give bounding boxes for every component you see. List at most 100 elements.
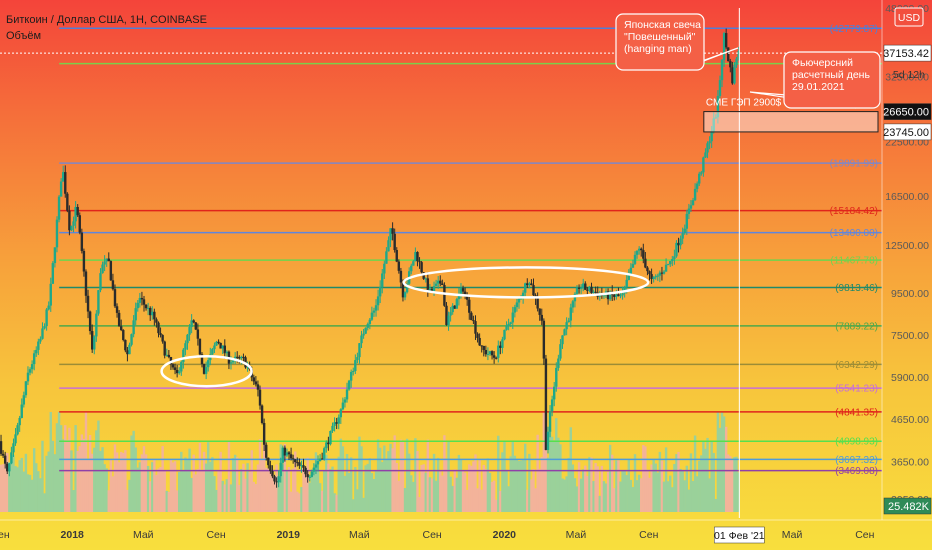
volume-bar	[731, 459, 734, 512]
volume-bar	[403, 487, 407, 512]
volume-bar	[238, 484, 241, 512]
candle	[474, 321, 477, 334]
candle	[687, 208, 691, 214]
volume-bar	[229, 484, 233, 512]
volume-bar	[122, 452, 125, 512]
volume-bar	[706, 437, 709, 512]
volume-bar	[414, 438, 417, 512]
volume-bar	[426, 439, 430, 512]
volume-bar	[633, 454, 637, 512]
candle	[434, 283, 438, 287]
candle	[316, 461, 320, 465]
volume-bar	[196, 469, 200, 512]
volume-bar	[64, 425, 67, 512]
volume-bar	[316, 465, 320, 512]
currency-badge[interactable]	[894, 7, 924, 27]
candle	[35, 349, 38, 354]
volume-bar	[323, 470, 326, 512]
candle	[53, 247, 57, 264]
candle	[0, 441, 3, 454]
volume-bar	[173, 461, 177, 512]
volume-bar	[449, 476, 452, 512]
volume-bar	[480, 489, 483, 512]
volume-bar	[72, 490, 75, 512]
candle	[718, 80, 722, 96]
candle	[658, 272, 662, 276]
candle	[26, 372, 30, 382]
candle	[22, 395, 26, 405]
volume-indicator-label[interactable]: Объём	[6, 30, 42, 42]
candle	[225, 351, 229, 354]
volume-bar	[635, 480, 639, 512]
candle	[345, 389, 349, 400]
volume-bar	[99, 450, 102, 512]
candle	[615, 294, 618, 297]
volume-bar	[484, 469, 488, 512]
candle	[424, 278, 427, 280]
candle	[356, 357, 359, 361]
candle	[343, 399, 347, 403]
candle	[637, 248, 641, 251]
volume-bar	[737, 472, 740, 512]
volume-bar	[660, 460, 664, 512]
volume-bar	[364, 465, 367, 512]
candle	[134, 308, 137, 321]
volume-bar	[447, 441, 450, 512]
candle	[416, 252, 419, 262]
cme-gap-box[interactable]	[703, 111, 879, 133]
candle	[122, 330, 125, 340]
candle	[470, 312, 473, 321]
candle	[503, 329, 506, 340]
candle	[256, 384, 260, 390]
volume-bar	[225, 479, 229, 512]
volume-bar	[604, 483, 608, 512]
volume-bar	[443, 435, 446, 512]
candle	[273, 476, 276, 482]
candle	[84, 271, 88, 296]
candle	[159, 333, 162, 336]
candle	[418, 261, 421, 263]
cme-gap-label: CME ГЭП 2900$	[706, 98, 782, 109]
volume-bar	[465, 489, 469, 512]
candle	[511, 312, 514, 323]
volume-bar	[374, 471, 378, 512]
candle	[453, 305, 456, 309]
volume-bar	[455, 477, 459, 512]
volume-bar	[339, 438, 343, 512]
volume-bar	[198, 442, 202, 512]
volume-bar	[571, 464, 575, 512]
volume-bar	[569, 427, 572, 512]
y-tick-label: 32500.00	[885, 72, 929, 84]
candle	[550, 399, 554, 412]
candle	[422, 272, 425, 279]
candle	[370, 312, 374, 320]
candle	[86, 295, 90, 312]
volume-bar	[32, 448, 36, 512]
candle	[128, 344, 131, 355]
candle	[331, 425, 334, 432]
volume-bar	[461, 470, 465, 512]
volume-bar	[161, 446, 164, 512]
volume-bar	[117, 462, 121, 512]
volume-bar	[625, 475, 628, 512]
hanging-man-callout[interactable]: Японская свеча"Повешенный"(hanging man)	[615, 13, 739, 71]
volume-bar	[472, 461, 475, 512]
candle	[49, 283, 52, 306]
candle	[652, 277, 655, 280]
candle	[306, 474, 309, 478]
highlight-ellipse[interactable]	[402, 266, 650, 299]
candle	[281, 447, 285, 463]
volume-bar	[399, 439, 403, 512]
candle	[722, 33, 726, 60]
candle	[352, 370, 355, 372]
level-label: (9813.46)	[835, 283, 878, 294]
volume-bar	[362, 497, 365, 512]
candle	[430, 288, 434, 292]
highlight-ellipse[interactable]	[160, 354, 253, 388]
candle	[480, 345, 483, 347]
volume-bar	[693, 435, 697, 512]
candle	[698, 173, 701, 184]
candle	[368, 319, 372, 325]
